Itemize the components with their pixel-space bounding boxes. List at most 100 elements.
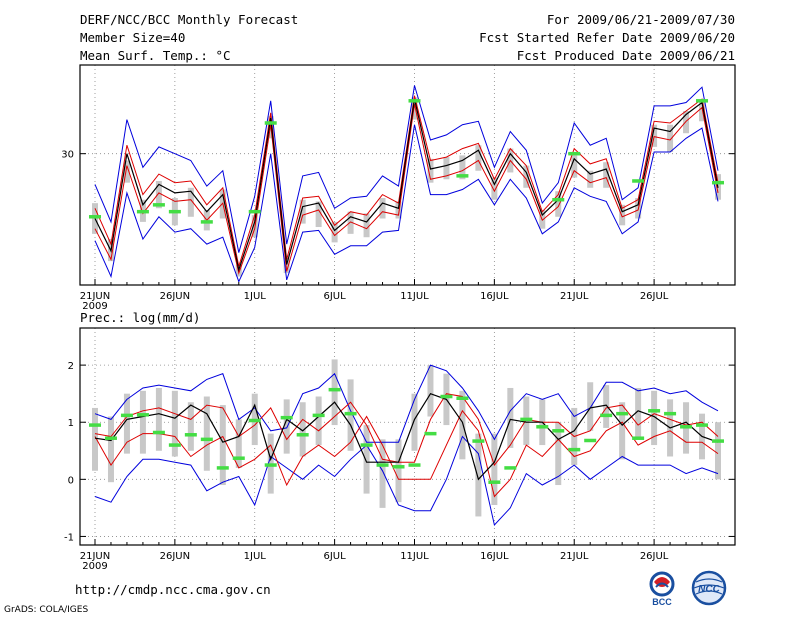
- prec-box: [299, 402, 306, 457]
- temp-box: [155, 180, 162, 209]
- prec-xtick-label: 6JUL: [324, 551, 347, 562]
- prec-xtick-label: 21JUN: [80, 551, 110, 562]
- prec-box: [555, 422, 562, 486]
- grads-credit: GrADS: COLA/IGES: [4, 605, 89, 615]
- temperature-panel: 21JUN 26JUN 1JUL 6JUL 11JUL 16JUL 21JUL 26JUL 20…: [61, 64, 736, 312]
- prec-box: [379, 439, 386, 508]
- temp-xtick-label: 1JUL: [244, 291, 267, 302]
- prec-box: [587, 382, 594, 431]
- prec-upper-line: [94, 393, 719, 467]
- temp-box: [587, 170, 594, 188]
- prec-box: [651, 390, 658, 446]
- temp-year-label: 2009: [82, 301, 107, 312]
- prec-ytick-label: 0: [68, 475, 74, 486]
- temp-box: [491, 177, 498, 200]
- temp-xtick-label: 6JUL: [324, 291, 347, 302]
- prec-xtick-label: 21JUL: [560, 551, 589, 562]
- prec-ytick-label: -1: [64, 532, 74, 543]
- temp-box: [299, 199, 306, 224]
- temp-box: [331, 221, 338, 243]
- prec-mean-line: [94, 392, 719, 481]
- temp-xtick-label: 26JUN: [160, 291, 190, 302]
- temp-box: [187, 187, 194, 217]
- temp-box: [347, 211, 354, 234]
- prec-box: [107, 416, 114, 483]
- temp-box: [283, 257, 290, 274]
- bcc-logo-text: BCC: [652, 597, 672, 607]
- temp-mean-line: [94, 98, 719, 272]
- prec-xtick-label: 26JUL: [640, 551, 669, 562]
- temp-box: [571, 155, 578, 178]
- temp-box: [395, 201, 402, 219]
- produced-date: Fcst Produced Date 2009/06/21: [516, 48, 735, 63]
- temp-xtick-label: 26JUL: [640, 291, 669, 302]
- prec-box: [203, 396, 210, 471]
- prec-box: [475, 433, 482, 517]
- prec-box: [139, 390, 146, 454]
- prec-box: [155, 387, 162, 451]
- forecast-period: For 2009/06/21-2009/07/30: [546, 12, 735, 27]
- temp-box: [475, 145, 482, 171]
- bcc-logo-icon: BCC: [649, 571, 675, 607]
- temp-min-line: [94, 124, 719, 283]
- temp-box: [443, 157, 450, 180]
- started-date: Fcst Started Refer Date 2009/06/20: [479, 30, 735, 45]
- prec-box: [411, 393, 418, 451]
- prec-box: [459, 390, 466, 460]
- prec-max-line: [94, 364, 719, 443]
- temp-box: [555, 191, 562, 217]
- prec-box: [171, 390, 178, 457]
- temp-box: [667, 124, 674, 152]
- prec-box: [603, 385, 610, 428]
- temp-box: [523, 165, 530, 188]
- prec-box: [92, 407, 98, 471]
- prec-xtick-label: 1JUL: [244, 551, 267, 562]
- temp-box: [411, 97, 418, 120]
- prec-xtick-label: 16JUL: [480, 551, 509, 562]
- temp-xtick-label: 21JUL: [560, 291, 589, 302]
- temp-box: [315, 201, 322, 228]
- prec-box: [363, 425, 370, 494]
- prec-box: [619, 402, 626, 460]
- chart-title: DERF/NCC/BCC Monthly Forecast: [80, 12, 299, 27]
- prec-box: [507, 387, 514, 448]
- prec-box: [187, 402, 194, 451]
- temp-xtick-label: 16JUL: [480, 291, 509, 302]
- prec-box: [123, 393, 130, 454]
- prec-box: [491, 433, 498, 506]
- precipitation-panel: 21JUN 26JUN 1JUL 6JUL 11JUL 16JUL 21JUL 26JUL20…: [64, 327, 736, 572]
- prec-year-label: 2009: [82, 561, 107, 572]
- prec-min-line: [94, 435, 719, 527]
- prec-frame: [79, 327, 736, 546]
- prec-box: [715, 422, 721, 480]
- prec-box: [427, 365, 434, 417]
- temp-max-line: [94, 85, 719, 253]
- footer-url[interactable]: http://cmdp.ncc.cma.gov.cn: [75, 582, 271, 597]
- prec-ytick-label: 1: [68, 418, 74, 429]
- temp-frame: [79, 64, 736, 286]
- temp-xtick-label: 21JUN: [80, 291, 110, 302]
- temp-box: [363, 213, 370, 238]
- prec-box: [235, 419, 242, 468]
- temp-lower-line: [94, 104, 719, 275]
- ncc-logo-text: NCC: [698, 584, 720, 595]
- prec-box: [635, 387, 642, 437]
- prec-lower-line: [94, 409, 719, 498]
- temp-box: [379, 198, 386, 219]
- temp-box: [651, 124, 658, 147]
- temp-upper-line: [94, 95, 719, 267]
- prec-box: [283, 399, 290, 454]
- prec-box: [395, 439, 402, 503]
- temp-box: [603, 162, 610, 188]
- variable-label-prec: Prec.: log(mm/d): [80, 310, 201, 325]
- ncc-logo-icon: NCC: [691, 570, 727, 606]
- temp-box: [619, 204, 626, 226]
- prec-ytick-label: 2: [68, 361, 74, 372]
- temp-box: [427, 158, 434, 183]
- temp-ytick-label: 30: [61, 150, 74, 161]
- prec-box: [331, 359, 338, 426]
- member-size: Member Size=40: [80, 30, 186, 45]
- temp-box: [459, 155, 466, 180]
- prec-box: [219, 405, 226, 486]
